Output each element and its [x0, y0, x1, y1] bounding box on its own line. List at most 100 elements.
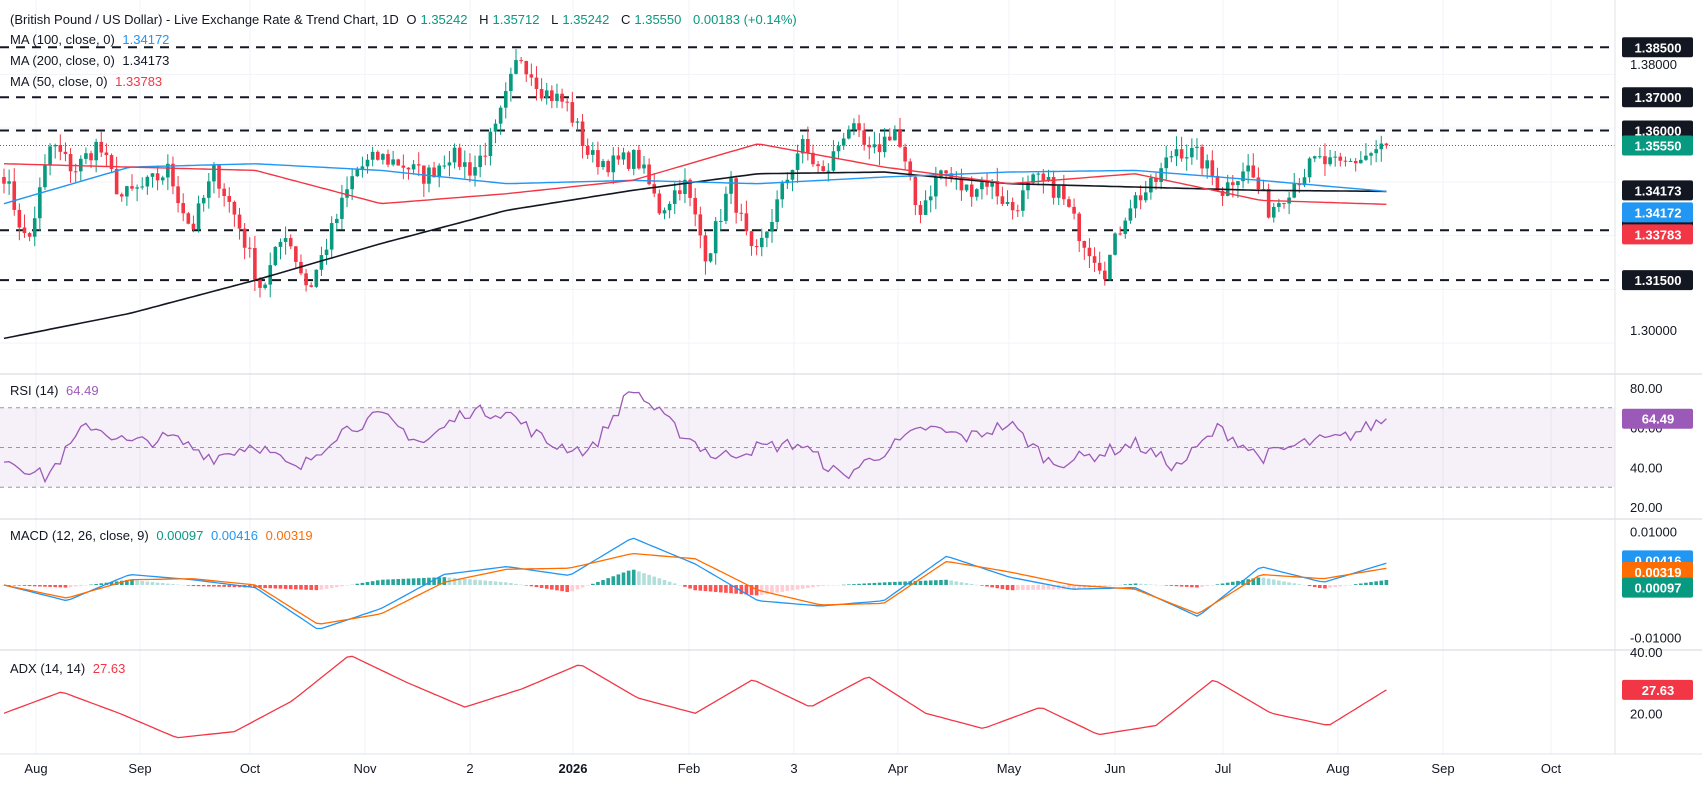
rsi-pane	[0, 391, 1615, 488]
candle-body	[432, 167, 436, 178]
macd-histogram-bar	[585, 585, 590, 586]
macd-histogram-bar	[1318, 585, 1322, 588]
candle-body	[713, 221, 718, 254]
macd-histogram-bar	[703, 585, 708, 592]
symbol-header: (British Pound / US Dollar) - Live Excha…	[10, 12, 801, 27]
macd-tick-label: 0.01000	[1630, 525, 1677, 540]
macd-histogram-bar	[155, 582, 160, 585]
candle-body	[857, 123, 861, 131]
adx-legend[interactable]: ADX (14, 14) 27.63	[10, 661, 129, 676]
macd-histogram-bar	[181, 585, 185, 586]
macd-histogram-bar	[283, 585, 288, 589]
candle-body	[616, 155, 621, 160]
macd-histogram-bar	[672, 583, 677, 585]
macd-histogram-bar	[17, 585, 22, 586]
candle-body	[345, 189, 349, 198]
candle-body	[1220, 190, 1225, 196]
macd-histogram-bar	[468, 579, 472, 585]
candle-body	[53, 145, 57, 147]
ma50-tag: 1.33783	[1635, 227, 1682, 242]
macd-signal-line	[3, 552, 1387, 625]
macd-legend[interactable]: MACD (12, 26, close, 9) 0.00097 0.00416 …	[10, 528, 317, 543]
ma100-legend[interactable]: MA (100, close, 0) 1.34172	[10, 32, 173, 47]
candle-body	[867, 144, 872, 148]
macd-histogram-bar	[212, 585, 216, 587]
candle-body	[1108, 254, 1112, 280]
candle-body	[693, 197, 697, 215]
candle-body	[816, 164, 820, 167]
macd-histogram-bar	[1379, 580, 1384, 585]
macd-histogram-bar	[125, 580, 129, 585]
macd-histogram-bar	[975, 584, 979, 586]
candle-body	[447, 162, 452, 166]
macd-histogram-bar	[1000, 585, 1005, 590]
high-label: H	[479, 12, 489, 27]
macd-histogram-bar	[713, 585, 718, 592]
candle-body	[524, 61, 529, 75]
time-axis[interactable]: Aug Sep Oct Nov 2 2026 Feb 3 Apr May Jun Jul Aug Sep O…	[24, 761, 1561, 776]
candle-body	[1138, 195, 1143, 201]
time-tick-label: Oct	[240, 761, 261, 776]
candle-body	[319, 255, 324, 270]
adx-value: 27.63	[92, 661, 126, 676]
macd-histogram-bar	[959, 582, 964, 585]
candle-body	[1195, 146, 1199, 148]
macd-histogram-bar	[1041, 585, 1046, 590]
ohlc-change: 0.00183 (+0.14%)	[693, 12, 797, 27]
ma200-legend[interactable]: MA (200, close, 0) 1.34173	[10, 53, 173, 68]
candle-body	[2, 177, 6, 184]
ma100-tag-bg	[1622, 202, 1693, 223]
adx-pane	[3, 655, 1387, 739]
candle-body	[125, 186, 129, 197]
macd-histogram-bar	[693, 585, 697, 591]
macd-histogram-bar	[278, 585, 283, 589]
ma50-legend[interactable]: MA (50, close, 0) 1.33783	[10, 74, 166, 89]
ma100-value: 1.34172	[122, 32, 170, 47]
macd-line	[3, 537, 1387, 630]
rsi-legend[interactable]: RSI (14) 64.49	[10, 383, 103, 398]
candle-body	[744, 213, 749, 232]
low-label: L	[551, 12, 559, 27]
candle-body	[683, 179, 687, 194]
candle-body	[1031, 174, 1035, 183]
macd-histogram-bar	[294, 585, 298, 590]
macd-histogram-bar	[1143, 584, 1148, 585]
rsi-value: 64.49	[66, 383, 99, 398]
macd-histogram-bar	[529, 585, 534, 587]
candle-body	[58, 145, 63, 152]
candle-body	[1261, 189, 1266, 191]
candle-body	[980, 182, 984, 190]
macd-histogram-bar	[396, 579, 401, 585]
candle-body	[278, 241, 283, 247]
candle-body	[160, 177, 165, 181]
candle-body	[1067, 199, 1071, 207]
time-tick-label: 2026	[559, 761, 588, 776]
macd-histogram-bar	[135, 580, 139, 585]
macd-histogram-bar	[483, 580, 488, 585]
macd-histogram-bar	[1164, 585, 1169, 586]
candle-body	[442, 165, 447, 167]
candle-body	[631, 149, 636, 169]
macd-histogram-bar	[1292, 583, 1297, 585]
ma100-label: MA (100, close, 0)	[10, 32, 115, 47]
candle-body	[534, 77, 539, 89]
macd-histogram-bar	[319, 585, 324, 590]
ma100-tag: 1.34172	[1635, 205, 1682, 220]
macd-histogram-bar	[811, 585, 815, 588]
candle-body	[1133, 195, 1138, 209]
price-axis[interactable]: 1.380001.300001.385001.370001.360001.330…	[1614, 0, 1693, 754]
candle-body	[990, 181, 994, 187]
candle-body	[27, 233, 32, 237]
macd-histogram-bar	[611, 576, 616, 585]
ma200-label: MA (200, close, 0)	[10, 53, 115, 68]
pane-separators[interactable]	[0, 373, 1702, 755]
macd-histogram-bar	[329, 585, 334, 588]
candle-body	[1000, 196, 1005, 204]
candle-body	[544, 90, 549, 99]
macd-histogram-bar	[498, 581, 503, 585]
candle-body	[1348, 160, 1353, 162]
candle-body	[939, 170, 943, 178]
macd-histogram-bar	[739, 585, 744, 595]
moving-average-lines	[0, 143, 1615, 340]
